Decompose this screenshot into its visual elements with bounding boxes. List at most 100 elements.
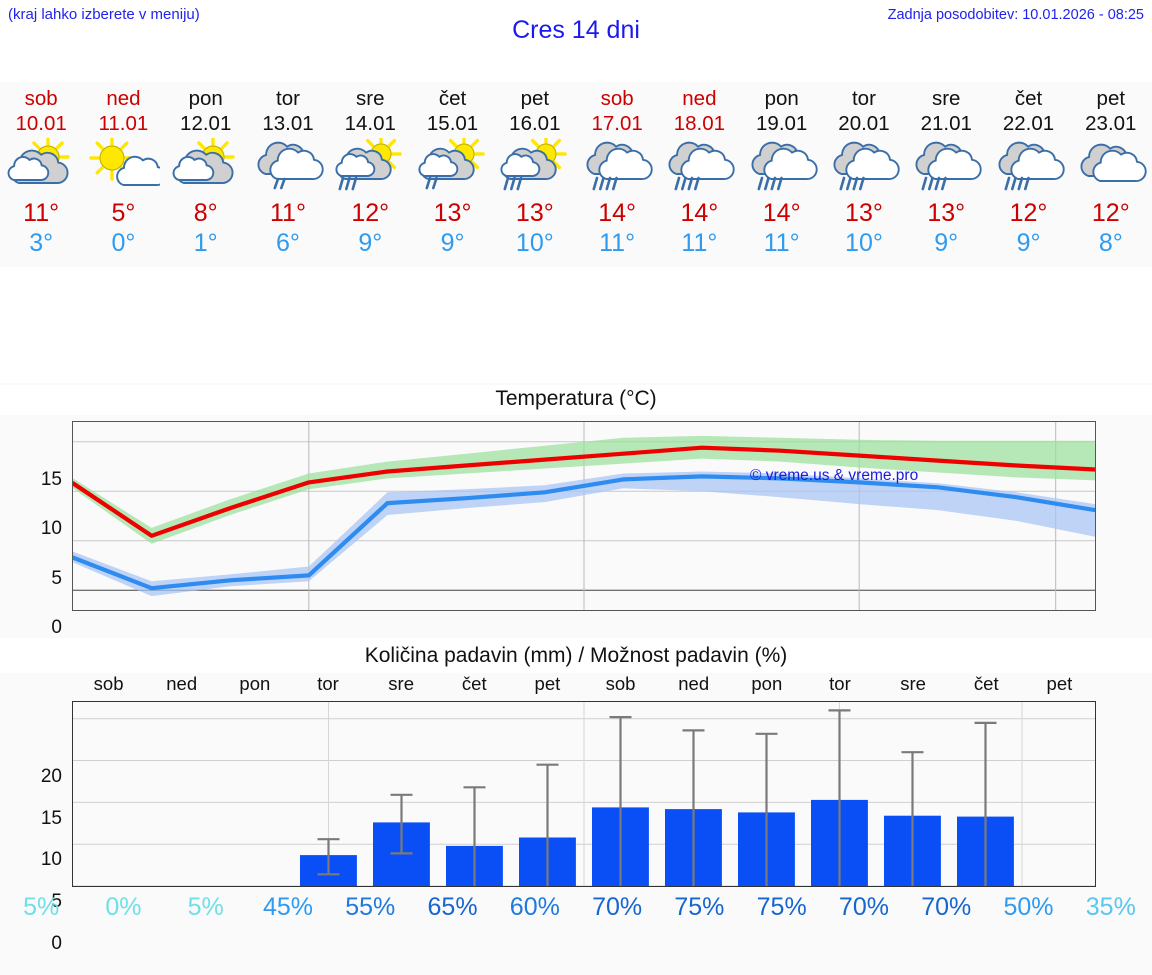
day-name: pet [520, 87, 550, 110]
day-column[interactable]: tor 20.01 13° 10° [823, 82, 905, 267]
day-name: sre [356, 87, 385, 110]
day-name: tor [276, 87, 300, 110]
cloud-rain-icon [745, 138, 819, 196]
day-min-temp: 3° [29, 229, 54, 257]
day-max-temp: 13° [845, 199, 883, 227]
precipitation-chart-section: Količina padavin (mm) / Možnost padavin … [0, 643, 1152, 975]
temperature-plot-svg [70, 422, 1098, 610]
day-column[interactable]: čet 22.01 12° 9° [987, 82, 1069, 267]
day-column[interactable]: pon 19.01 14° 11° [741, 82, 823, 267]
day-name: pon [764, 87, 799, 110]
precipitation-probability-label: 70% [592, 893, 643, 921]
day-min-temp: 11° [763, 229, 800, 257]
day-min-temp: 6° [276, 229, 300, 257]
day-date: 13.01 [262, 112, 314, 135]
precipitation-y-tick-label: 5 [51, 891, 62, 913]
day-name: čet [1014, 87, 1043, 110]
day-name: sob [600, 87, 634, 110]
precipitation-probability-label: 45% [262, 893, 313, 921]
page-title: Cres 14 dni [512, 16, 640, 44]
cloud-rain-icon [909, 138, 983, 196]
page-header: (kraj lahko izberete v meniju) Cres 14 d… [0, 0, 1152, 62]
day-column[interactable]: ned 18.01 14° 11° [658, 82, 740, 267]
day-name: sob [24, 87, 58, 110]
precipitation-day-label: sre [900, 673, 926, 694]
day-min-temp: 10° [845, 229, 883, 257]
precipitation-probability-label: 70% [921, 893, 972, 921]
precipitation-probability-label: 75% [674, 893, 725, 921]
cloud-sun-icon [169, 138, 243, 196]
day-max-temp: 12° [351, 199, 390, 227]
temperature-chart-section: Temperatura (°C) 15 10 5 0 [0, 383, 1152, 638]
day-min-temp: 11° [681, 229, 718, 257]
day-date: 14.01 [344, 112, 396, 135]
precipitation-y-tick-label: 10 [40, 849, 62, 871]
precipitation-day-label: sob [93, 673, 124, 694]
cloud-rain-icon [992, 138, 1066, 196]
precipitation-day-label: pet [534, 673, 561, 694]
precipitation-probability-label: 60% [509, 893, 560, 921]
precipitation-probability-label: 5% [23, 893, 60, 921]
precipitation-day-label: tor [317, 673, 339, 694]
precipitation-probability-label: 55% [345, 893, 396, 921]
precipitation-y-axis-labels: 0 5 10 15 20 [0, 701, 68, 954]
day-column[interactable]: pet 16.01 13° 10° [494, 82, 576, 267]
precipitation-day-label: sre [388, 673, 414, 694]
day-column[interactable]: pet 23.01 12° 8° [1070, 82, 1152, 267]
day-min-temp: 0° [111, 229, 136, 257]
precipitation-y-tick-label: 20 [40, 765, 62, 787]
precipitation-day-label: čet [461, 673, 487, 694]
day-date: 17.01 [591, 112, 643, 135]
day-name: tor [851, 87, 876, 110]
day-name: pet [1096, 87, 1126, 110]
precipitation-probability-row: 5% 0% 5% 45% 55% 65% 60% 70% 75% 75% 70% 70% 50% 35% [0, 893, 1152, 933]
precipitation-day-label: čet [973, 673, 999, 694]
temperature-y-tick-label: 10 [40, 518, 62, 540]
day-max-temp: 14° [680, 199, 719, 227]
day-min-temp: 9° [358, 229, 383, 257]
day-date: 23.01 [1085, 112, 1137, 135]
day-column[interactable]: tor 13.01 11° 6° [247, 82, 329, 267]
day-column[interactable]: sob 17.01 14° 11° [576, 82, 658, 267]
precipitation-day-label: ned [678, 673, 710, 694]
precipitation-chart-title: Količina padavin (mm) / Možnost padavin … [0, 643, 1152, 673]
precipitation-day-label: pon [751, 673, 783, 694]
precipitation-day-label: ned [166, 673, 198, 694]
last-updated-text: Zadnja posodobitev: 10.01.2026 - 08:25 [887, 7, 1144, 23]
precipitation-plot-svg [73, 702, 1095, 887]
cloud-rain-icon [580, 138, 654, 196]
cloud-rain-icon [662, 138, 736, 196]
precipitation-day-label: sob [605, 673, 636, 694]
cloud-icon [1074, 138, 1148, 196]
precipitation-probability-label: 35% [1085, 893, 1136, 921]
day-column[interactable]: ned 11.01 5° 0° [82, 82, 164, 267]
cloud-rain-icon [827, 138, 901, 196]
day-max-temp: 13° [927, 199, 966, 227]
precipitation-plot-area [72, 701, 1096, 887]
day-column[interactable]: sre 21.01 13° 9° [905, 82, 987, 267]
day-column[interactable]: čet 15.01 13° 9° [411, 82, 493, 267]
day-date: 11.01 [98, 112, 149, 135]
day-max-temp: 8° [193, 199, 218, 227]
day-min-temp: 9° [440, 229, 465, 257]
daily-forecast-strip: sob 10.01 11° 3° ned 11.01 5° 0° pon 12.01 8° 1° tor… [0, 82, 1152, 267]
day-column[interactable]: sob 10.01 11° 3° [0, 82, 82, 267]
day-column[interactable]: pon 12.01 8° 1° [165, 82, 247, 267]
precipitation-probability-label: 70% [838, 893, 889, 921]
cloud-sun-icon [4, 138, 78, 196]
day-date: 20.01 [838, 112, 890, 135]
day-column[interactable]: sre 14.01 12° 9° [329, 82, 411, 267]
day-max-temp: 14° [762, 199, 801, 227]
precipitation-probability-label: 0% [105, 893, 142, 921]
day-min-temp: 8° [1098, 229, 1123, 257]
cloud-sun-rain-icon [333, 138, 407, 196]
temperature-y-tick-label: 5 [51, 567, 62, 589]
precipitation-y-tick-label: 15 [40, 807, 62, 829]
precipitation-probability-label: 50% [1003, 893, 1054, 921]
day-min-temp: 9° [934, 229, 959, 257]
day-max-temp: 13° [433, 199, 472, 227]
day-date: 19.01 [756, 112, 808, 135]
precipitation-probability-label: 75% [756, 893, 807, 921]
temperature-plot-area [70, 421, 1098, 611]
day-min-temp: 1° [193, 229, 218, 257]
